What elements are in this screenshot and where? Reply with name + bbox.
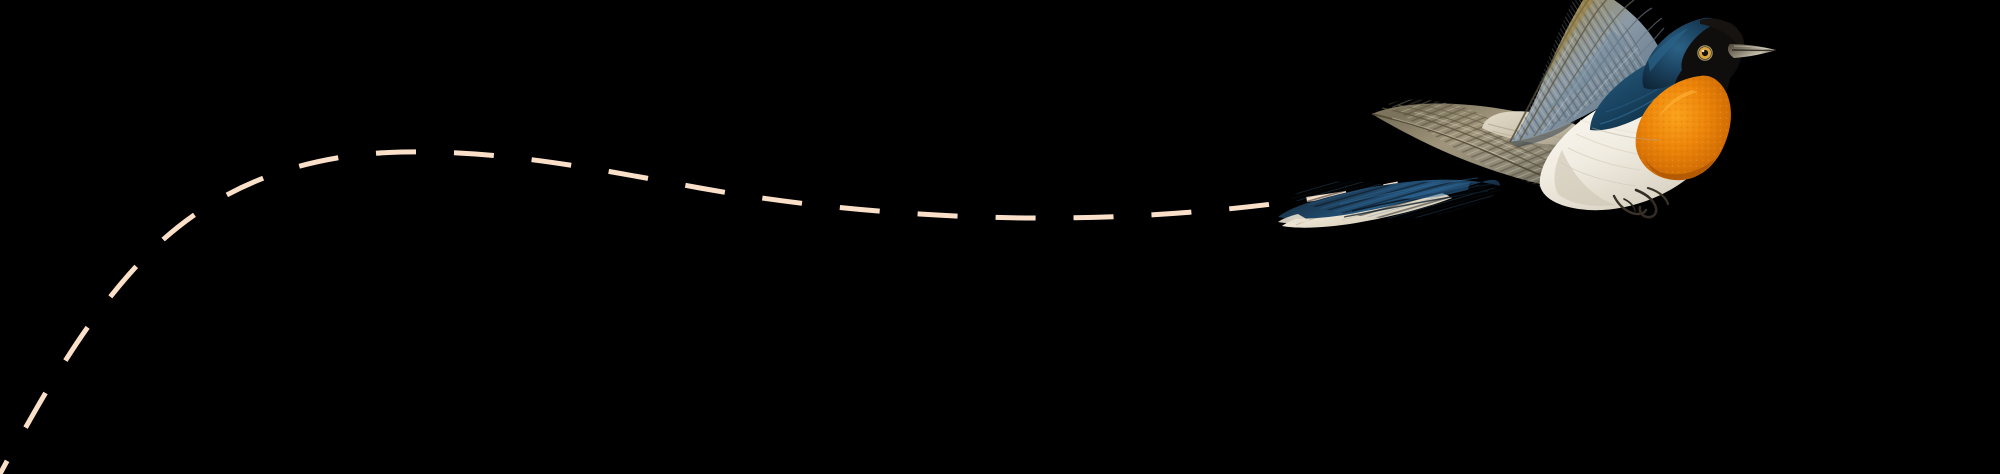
throat-breast xyxy=(1635,75,1731,181)
eye-ring xyxy=(1697,45,1713,61)
eye-highlight xyxy=(1702,49,1705,53)
body-contour xyxy=(1591,127,1661,141)
feet xyxy=(1612,186,1670,219)
